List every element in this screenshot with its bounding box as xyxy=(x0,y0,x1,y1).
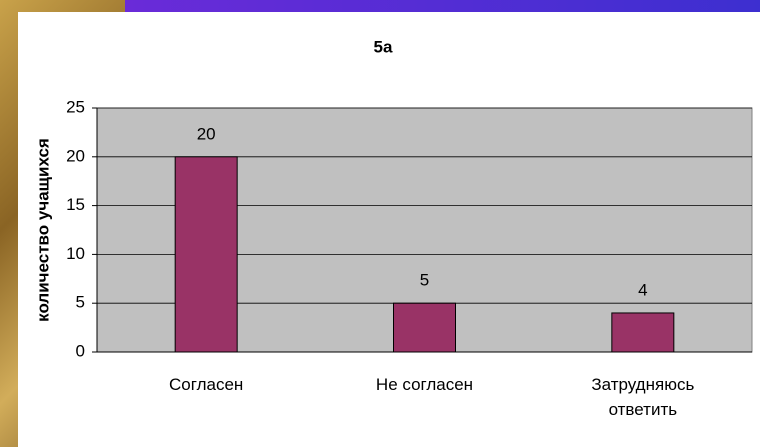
x-tick-label: Согласен xyxy=(169,375,244,394)
y-axis-label: количество учащихся xyxy=(33,138,52,322)
y-tick-label: 25 xyxy=(66,97,85,116)
y-tick-label: 20 xyxy=(66,146,85,165)
chart-title: 5a xyxy=(374,37,393,56)
y-tick-label: 15 xyxy=(66,195,85,214)
bar xyxy=(611,312,675,353)
top-band xyxy=(125,0,760,12)
bar xyxy=(393,302,456,353)
y-tick-label: 0 xyxy=(76,341,85,360)
data-label: 4 xyxy=(638,280,647,299)
data-label: 20 xyxy=(197,124,216,143)
bar xyxy=(174,156,238,353)
y-tick-label: 10 xyxy=(66,244,85,263)
x-tick-label: Затрудняюсь ответить xyxy=(591,375,695,419)
data-label: 5 xyxy=(420,271,429,290)
x-tick-label: Не согласен xyxy=(375,375,474,394)
y-tick-label: 5 xyxy=(76,293,85,312)
